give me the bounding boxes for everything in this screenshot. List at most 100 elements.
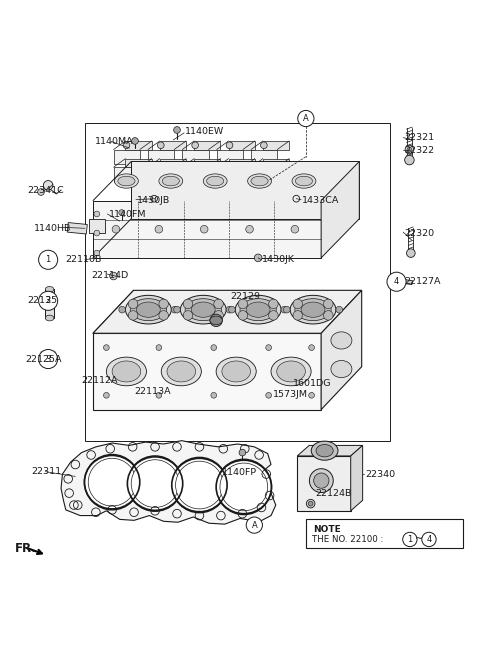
Circle shape [309,392,314,398]
Text: 4: 4 [394,277,399,286]
Text: 1140EW: 1140EW [185,127,224,137]
Polygon shape [61,441,276,524]
Ellipse shape [206,176,224,186]
Polygon shape [263,158,289,167]
Text: 22110B: 22110B [65,256,101,264]
Circle shape [156,345,162,350]
Ellipse shape [240,299,276,321]
Ellipse shape [248,174,272,188]
Ellipse shape [222,361,251,382]
Circle shape [238,311,248,320]
Circle shape [298,110,314,127]
Text: 1430JK: 1430JK [262,256,294,264]
Ellipse shape [161,357,201,386]
Ellipse shape [159,174,183,188]
Ellipse shape [130,299,167,321]
Ellipse shape [203,174,227,188]
Circle shape [211,392,216,398]
Circle shape [324,299,333,309]
Circle shape [293,299,302,309]
Text: 3: 3 [46,355,51,363]
Circle shape [422,532,436,547]
Ellipse shape [113,373,126,387]
Circle shape [246,517,263,533]
Polygon shape [251,150,277,164]
Circle shape [119,306,125,313]
Polygon shape [306,520,463,548]
Ellipse shape [136,302,160,317]
Circle shape [239,449,246,456]
Circle shape [127,456,183,511]
Text: 22114D: 22114D [91,271,128,279]
Ellipse shape [314,473,329,488]
Text: 22135: 22135 [28,296,58,306]
Circle shape [211,345,216,350]
Text: 22340: 22340 [365,470,395,478]
Circle shape [266,345,272,350]
Text: 22322: 22322 [405,147,435,156]
Circle shape [156,392,162,398]
Circle shape [214,299,223,309]
Circle shape [43,181,53,190]
Circle shape [405,155,414,165]
Text: 1140HB: 1140HB [34,224,71,233]
Ellipse shape [192,302,215,317]
Ellipse shape [162,176,180,186]
Polygon shape [131,162,360,219]
Circle shape [269,311,278,320]
Text: 22125A: 22125A [25,355,62,363]
Text: 22113A: 22113A [134,387,171,396]
Circle shape [174,127,180,133]
Circle shape [104,392,109,398]
Circle shape [128,299,138,309]
Circle shape [261,142,267,148]
Ellipse shape [45,286,54,292]
Circle shape [174,306,180,313]
Circle shape [94,230,100,236]
Circle shape [216,459,272,514]
Polygon shape [125,141,152,150]
Polygon shape [160,158,186,167]
Circle shape [407,249,415,258]
Circle shape [128,311,138,320]
Circle shape [387,272,406,291]
Circle shape [285,375,298,389]
Circle shape [132,137,138,145]
Ellipse shape [331,332,352,349]
Text: 1573JM: 1573JM [273,390,308,399]
Ellipse shape [251,176,268,186]
Circle shape [308,501,313,506]
Ellipse shape [180,296,226,324]
Circle shape [403,532,417,547]
Ellipse shape [235,296,281,324]
Circle shape [155,225,163,233]
Circle shape [159,311,168,320]
Circle shape [254,254,262,261]
Text: 22129: 22129 [230,292,261,300]
Text: 22311: 22311 [31,467,61,476]
Circle shape [324,311,333,320]
Ellipse shape [210,316,222,325]
Text: 22124B: 22124B [315,489,352,497]
Text: NOTE: NOTE [313,525,341,534]
Circle shape [94,211,100,217]
Circle shape [407,147,412,152]
Ellipse shape [292,174,316,188]
Ellipse shape [295,176,312,186]
Circle shape [183,311,193,320]
Ellipse shape [271,357,311,386]
Polygon shape [228,158,255,167]
Polygon shape [114,167,140,181]
Circle shape [200,225,208,233]
Text: 1430JB: 1430JB [137,196,171,205]
Ellipse shape [331,361,352,378]
Ellipse shape [295,299,331,321]
Text: 1601DG: 1601DG [292,379,331,388]
Polygon shape [297,445,363,456]
Circle shape [288,378,295,386]
Circle shape [269,299,278,309]
Polygon shape [321,162,360,258]
Text: 22112A: 22112A [82,376,118,386]
Ellipse shape [118,176,135,186]
Circle shape [88,459,136,506]
